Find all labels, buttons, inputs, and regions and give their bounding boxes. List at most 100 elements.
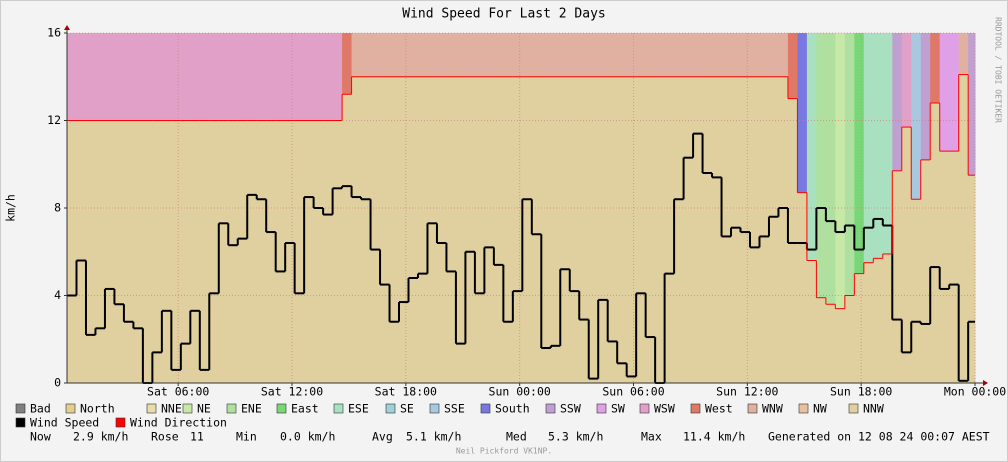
direction-band (702, 33, 713, 77)
direction-band (816, 33, 827, 298)
direction-fill (607, 76, 618, 383)
x-tick-label: Sat 06:00 (147, 385, 209, 399)
direction-band (968, 33, 976, 176)
direction-band (579, 33, 590, 77)
direction-fill (275, 120, 286, 383)
direction-band (873, 33, 884, 259)
direction-band (664, 33, 675, 77)
direction-band (712, 33, 723, 77)
direction-band (930, 33, 941, 103)
legend-swatch (15, 403, 26, 414)
direction-fill (180, 120, 191, 383)
direction-fill (759, 76, 770, 383)
direction-fill (939, 151, 950, 383)
direction-band (399, 33, 409, 77)
direction-fill (228, 120, 239, 383)
direction-band (787, 33, 798, 99)
direction-band (294, 33, 305, 121)
direction-fill (285, 120, 296, 383)
direction-fill (949, 151, 960, 383)
direction-band (493, 33, 504, 77)
stat-label: Avg (372, 430, 393, 444)
direction-band (446, 33, 457, 77)
direction-fill (664, 76, 675, 383)
direction-fill (436, 76, 447, 383)
direction-fill (209, 120, 220, 383)
legend-label: NNW (863, 402, 884, 416)
direction-fill (892, 170, 903, 383)
direction-fill (569, 76, 580, 383)
direction-fill (323, 120, 334, 383)
legend-swatch (65, 403, 76, 414)
legend-label: North (80, 402, 115, 416)
direction-band (550, 33, 561, 77)
direction-band (674, 33, 685, 77)
direction-fill (427, 76, 438, 383)
legend-swatch (848, 403, 859, 414)
direction-fill (873, 258, 884, 383)
direction-band (541, 33, 552, 77)
direction-band (484, 33, 495, 77)
direction-fill (854, 273, 865, 383)
direction-band (85, 33, 96, 121)
direction-fill (721, 76, 732, 383)
direction-fill (674, 76, 685, 383)
side-text: RRDTOOL / TOBI OETIKER (994, 17, 1003, 123)
direction-fill (645, 76, 656, 383)
direction-fill (958, 74, 969, 383)
direction-fill (844, 295, 855, 383)
direction-band (161, 33, 172, 121)
direction-band (598, 33, 609, 77)
direction-band (389, 33, 400, 77)
x-tick-label: Sun 00:00 (489, 385, 551, 399)
y-tick-label: 8 (54, 201, 61, 215)
direction-fill (104, 120, 115, 383)
direction-fill (161, 120, 172, 383)
direction-fill (380, 76, 391, 383)
direction-fill (133, 120, 144, 383)
direction-fill (541, 76, 552, 383)
direction-fill (626, 76, 637, 383)
direction-fill (123, 120, 134, 383)
direction-fill (531, 76, 542, 383)
direction-band (617, 33, 628, 77)
direction-band (645, 33, 656, 77)
direction-fill (968, 175, 976, 383)
direction-band (721, 33, 732, 77)
legend-label: Wind Speed (30, 416, 99, 430)
direction-band (503, 33, 514, 77)
generated: Generated on 12 08 24 00:07 AEST (768, 430, 990, 444)
direction-band (323, 33, 334, 121)
direction-band (911, 33, 922, 200)
legend-swatch (333, 403, 344, 414)
direction-fill (85, 120, 96, 383)
direction-band (190, 33, 201, 121)
direction-fill (911, 199, 922, 383)
legend-label: Bad (30, 402, 51, 416)
direction-band (626, 33, 637, 77)
direction-fill (389, 76, 400, 383)
direction-band (76, 33, 87, 121)
direction-fill (768, 76, 779, 383)
y-tick-label: 12 (47, 113, 61, 127)
direction-band (474, 33, 485, 77)
direction-fill (882, 253, 893, 383)
direction-fill (787, 98, 798, 383)
direction-band (332, 33, 343, 121)
stat-value: 5.3 km/h (548, 430, 603, 444)
legend-swatch (798, 403, 809, 414)
legend-label: SSE (444, 402, 465, 416)
direction-band (844, 33, 855, 296)
axis-arrow (64, 25, 70, 30)
direction-fill (455, 76, 466, 383)
x-tick-label: Sun 06:00 (602, 385, 664, 399)
x-tick-label: Sun 12:00 (716, 385, 778, 399)
legend-swatch (276, 403, 287, 414)
legend-label: SW (611, 402, 625, 416)
legend-label: East (291, 402, 319, 416)
direction-band (275, 33, 286, 121)
direction-band (228, 33, 239, 121)
direction-band (142, 33, 153, 121)
legend-swatch (747, 403, 758, 414)
legend-swatch (690, 403, 701, 414)
